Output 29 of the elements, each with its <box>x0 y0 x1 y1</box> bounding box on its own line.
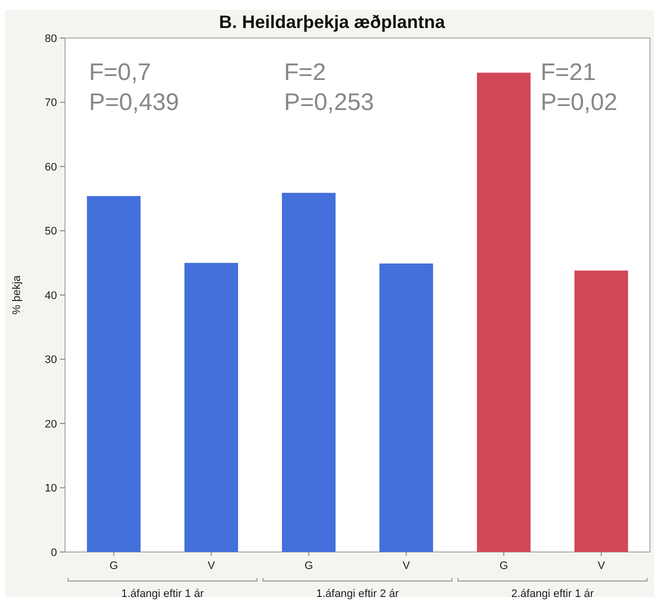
text: 2.áfangi eftir 1 ár <box>511 588 594 600</box>
text: 1.áfangi eftir 1 ár <box>121 588 204 600</box>
annotation: F=0,7 P=0,439 <box>88 59 180 116</box>
y-tick-label: 0 <box>50 546 57 559</box>
chart-title: B. Heildarþekja æðplantna <box>218 12 446 32</box>
x-tick-label: V <box>598 560 606 572</box>
y-tick-label: 20 <box>44 418 57 430</box>
annotation: F=21 P=0,02 <box>540 59 618 116</box>
y-axis-title: % þekja <box>11 274 23 315</box>
y-tick-label: 60 <box>44 161 57 174</box>
annotation: F=2 P=0,253 <box>284 59 374 116</box>
y-tick-label: 70 <box>44 97 57 110</box>
x-tick-label: G <box>304 560 314 572</box>
x-tick-label: V <box>402 560 411 572</box>
y-tick-label: 40 <box>44 290 57 302</box>
bar <box>574 270 628 552</box>
x-tick-label: G <box>499 560 508 572</box>
bar <box>379 264 434 552</box>
text: 1.áfangi eftir 2 ár <box>316 588 400 600</box>
bar <box>184 262 238 552</box>
y-tick-label: 10 <box>44 482 57 495</box>
x-tick-label: V <box>208 560 216 572</box>
x-tick-label: G <box>109 560 118 572</box>
bar <box>86 196 141 552</box>
bar <box>476 72 531 552</box>
y-tick-label: 30 <box>44 354 57 366</box>
bar <box>282 192 336 552</box>
y-tick-label: 80 <box>44 32 57 45</box>
y-tick-label: 50 <box>44 226 57 238</box>
